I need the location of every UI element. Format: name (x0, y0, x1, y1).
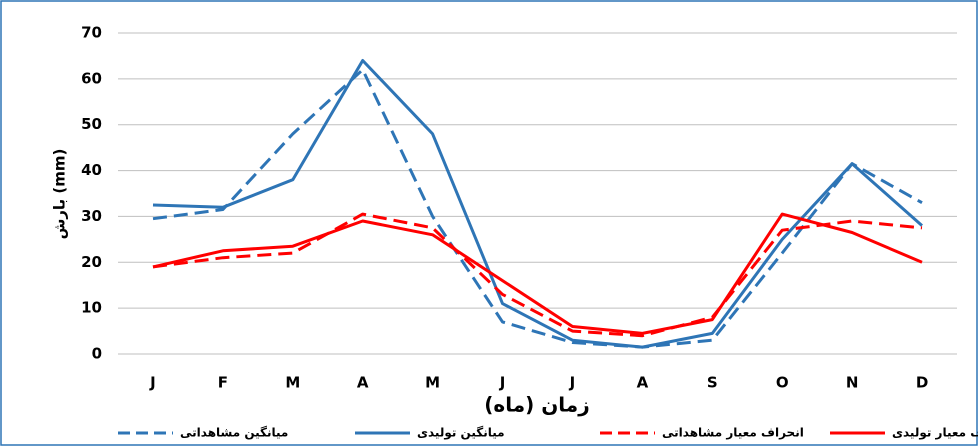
x-tick-label: A (637, 374, 649, 392)
series-line (152, 212, 923, 335)
series-line (152, 212, 923, 338)
x-tick-label: N (846, 374, 859, 392)
series-line (152, 59, 923, 349)
y-tick-label: 0 (92, 345, 102, 363)
x-tick-label: F (218, 374, 228, 392)
y-tick-label: 60 (81, 69, 102, 87)
y-axis-label: بارش (mm) (51, 149, 69, 240)
legend-label: میانگین مشاهداتی (180, 426, 288, 440)
y-tick-label: 40 (81, 161, 102, 179)
x-tick-label: M (285, 374, 300, 392)
x-tick-label: J (569, 374, 576, 392)
y-tick-label: 50 (81, 115, 102, 133)
y-tick-label: 10 (81, 299, 102, 317)
legend-label: میانگین تولیدی (417, 426, 505, 441)
x-tick-label: O (776, 374, 789, 392)
y-tick-label: 70 (81, 24, 102, 42)
y-tick-label: 20 (81, 253, 102, 271)
x-tick-label: M (425, 374, 440, 392)
x-tick-label: A (357, 374, 369, 392)
x-tick-label: J (149, 374, 156, 392)
legend-label: انحراف معیار مشاهداتی (662, 426, 804, 440)
legend-label: انحراف معیار تولیدی (892, 426, 978, 441)
x-axis-label: زمان (ماه) (484, 393, 589, 417)
series-line (152, 68, 923, 349)
x-tick-label: S (707, 374, 718, 392)
y-tick-label: 30 (81, 207, 102, 225)
x-tick-label: J (499, 374, 506, 392)
x-tick-label: D (916, 374, 928, 392)
